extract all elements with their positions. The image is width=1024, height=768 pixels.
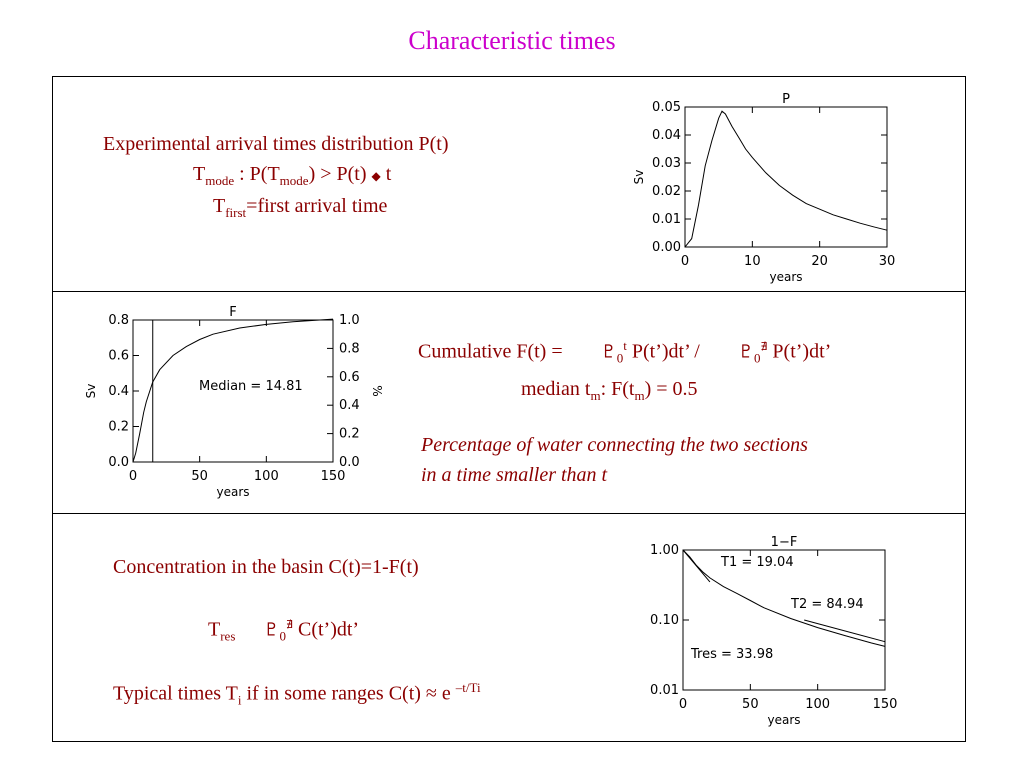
concentration-text: Concentration in the basin C(t)=1-F(t) [113, 556, 419, 578]
x-tick-label: 20 [811, 254, 828, 269]
chart-annotation: T1 = 19.04 [720, 555, 794, 570]
tfirst-definition: Tfirst=first arrival time [213, 195, 388, 220]
y2-tick-label: 1.0 [339, 313, 360, 328]
y-tick-label: 0.6 [108, 349, 129, 364]
panel-cumulative: F 0 50 100 150 years 0.0 0.2 0.4 0.6 0.8 Sv 0.0 0.2 0.… [52, 291, 966, 514]
tres-formula: Tres ♇0∄ C(t’)dt’ [208, 618, 360, 644]
y-tick-label: 0.01 [652, 212, 681, 227]
median-definition: median tm: F(tm) = 0.5 [521, 378, 698, 403]
y-tick-label: 0.05 [652, 100, 681, 115]
series-line-1 [684, 110, 888, 248]
y-tick-label: 0.00 [652, 240, 681, 255]
chart-title: F [229, 305, 236, 320]
x-tick-label: 150 [321, 469, 346, 484]
chart-annotation: T2 = 84.94 [790, 597, 864, 612]
series-line-1 [132, 318, 334, 463]
x-tick-label: 10 [744, 254, 761, 269]
y-tick-label: 1.00 [650, 543, 679, 558]
slide-title: Characteristic times [408, 26, 616, 55]
x-tick-label: 50 [742, 697, 759, 712]
cumulative-formula: Cumulative F(t) = ♇0t P(t’)dt’ / ♇0∄ P(t… [418, 338, 832, 366]
x-axis-label: years [216, 485, 249, 499]
percentage-text-line1: Percentage of water connecting the two s… [421, 434, 808, 456]
y-tick-label: 0.4 [108, 384, 129, 399]
integral-icon: ♇ [263, 619, 280, 641]
y-tick-label: 0.2 [108, 420, 129, 435]
chart-1-minus-f: 1−F 0 50 100 150 years 0.01 0.10 1.00 T1 = 19.04 T… [650, 535, 898, 727]
y2-axis-label: % [370, 385, 384, 396]
chart-p: P 0 10 20 30 years 0.00 0.01 0.02 0.03 0.04 0.05 Sv [632, 92, 896, 284]
x-tick-label: 100 [805, 697, 830, 712]
series-line-3 [804, 619, 886, 643]
panel-concentration: Concentration in the basin C(t)=1-F(t) T… [52, 513, 966, 742]
x-tick-label: 150 [873, 697, 898, 712]
typical-times-text: Typical times Ti if in some ranges C(t) … [113, 680, 481, 708]
chart-annotation: Tres = 33.98 [690, 647, 773, 662]
y2-tick-label: 0.2 [339, 427, 360, 442]
y2-tick-label: 0.0 [339, 455, 360, 470]
y-axis-label: Sv [632, 170, 646, 185]
median-annotation: Median = 14.81 [199, 379, 303, 394]
x-axis-label: years [769, 270, 802, 284]
y-tick-label: 0.8 [108, 313, 129, 328]
y-tick-label: 0.03 [652, 156, 681, 171]
chart-title: 1−F [771, 535, 798, 550]
plot-frame [682, 549, 886, 691]
percentage-text-line2: in a time smaller than t [421, 464, 608, 486]
y-tick-label: 0.04 [652, 128, 681, 143]
chart-title: P [782, 92, 790, 107]
integral-icon: ♇ [737, 341, 754, 363]
integral-icon: ♇ [600, 341, 617, 363]
arrival-distribution-text: Experimental arrival times distribution … [103, 133, 449, 155]
x-tick-label: 0 [129, 469, 137, 484]
tmode-definition: Tmode : P(Tmode) > P(t) ◆ t [193, 163, 392, 188]
y-tick-label: 0.0 [108, 455, 129, 470]
plot-frame [684, 106, 888, 248]
y2-tick-label: 0.8 [339, 341, 360, 356]
y-tick-label: 0.10 [650, 613, 679, 628]
x-tick-label: 0 [679, 697, 687, 712]
x-tick-label: 100 [254, 469, 279, 484]
y2-tick-label: 0.6 [339, 370, 360, 385]
y-axis-label: Sv [84, 384, 98, 399]
y-tick-label: 0.02 [652, 184, 681, 199]
series-line-2 [682, 549, 711, 583]
x-tick-label: 30 [879, 254, 896, 269]
diamond-icon: ◆ [371, 169, 381, 183]
y2-tick-label: 0.4 [339, 398, 360, 413]
panel-arrival-times: Experimental arrival times distribution … [52, 76, 966, 292]
x-tick-label: 0 [681, 254, 689, 269]
y-tick-label: 0.01 [650, 683, 679, 698]
x-tick-label: 50 [191, 469, 208, 484]
x-axis-label: years [767, 713, 800, 727]
chart-f: F 0 50 100 150 years 0.0 0.2 0.4 0.6 0.8 Sv 0.0 0.2 0.… [84, 305, 384, 499]
